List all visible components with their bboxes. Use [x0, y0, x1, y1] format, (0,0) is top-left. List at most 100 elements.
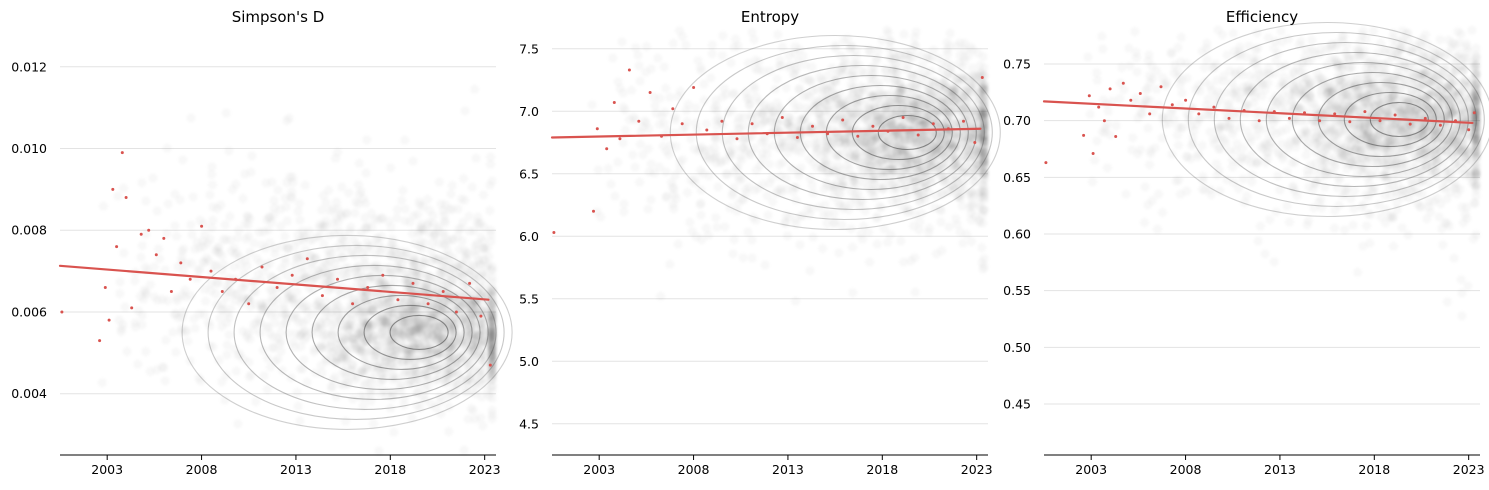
observation-point — [327, 331, 336, 340]
observation-point — [636, 77, 645, 86]
observation-point — [280, 232, 289, 241]
observation-point — [233, 233, 242, 242]
observation-point — [363, 222, 372, 231]
monthly-mean-point — [595, 127, 599, 131]
observation-point — [619, 207, 628, 216]
observation-point — [848, 288, 857, 297]
observation-point — [698, 169, 707, 178]
observation-point — [138, 311, 147, 320]
observation-point — [1389, 242, 1398, 251]
observation-point — [742, 189, 751, 198]
observation-point — [661, 84, 670, 93]
observation-point — [286, 192, 295, 201]
observation-point — [201, 297, 210, 306]
observation-point — [322, 318, 331, 327]
observation-point — [851, 52, 860, 61]
observation-point — [875, 82, 884, 91]
observation-point — [807, 62, 816, 71]
observation-point — [460, 196, 469, 205]
monthly-mean-point — [962, 119, 965, 123]
observation-point — [182, 327, 191, 336]
observation-point — [869, 137, 878, 146]
observation-point — [747, 236, 756, 245]
observation-point — [761, 260, 770, 269]
observation-point — [401, 205, 410, 214]
observation-point — [970, 178, 979, 187]
observation-point — [685, 218, 694, 227]
y-tick-label: 0.010 — [11, 141, 47, 156]
observation-point — [610, 192, 619, 201]
observation-point — [708, 40, 717, 49]
observation-point — [829, 103, 838, 112]
observation-point — [720, 222, 729, 231]
observation-point — [909, 221, 918, 230]
observation-point — [296, 342, 305, 351]
observation-point — [414, 340, 423, 349]
observation-point — [221, 235, 230, 244]
observation-point — [629, 113, 638, 122]
observation-point — [113, 192, 122, 201]
observation-point — [251, 287, 260, 296]
observation-point — [301, 181, 310, 190]
observation-point — [594, 165, 603, 174]
observation-point — [273, 186, 282, 195]
observation-point — [470, 85, 479, 94]
observation-point — [870, 63, 879, 72]
observation-point — [385, 251, 394, 260]
observation-point — [222, 282, 231, 291]
observation-point — [366, 397, 375, 406]
observation-point — [221, 371, 230, 380]
observation-point — [1438, 240, 1447, 249]
density-contour — [207, 244, 505, 420]
observation-point — [300, 303, 309, 312]
observation-point — [628, 150, 637, 159]
observation-point — [163, 144, 172, 153]
observation-point — [310, 347, 319, 356]
observation-point — [683, 188, 692, 197]
observation-point — [694, 56, 703, 65]
observation-point — [232, 367, 241, 376]
observation-point — [656, 292, 665, 301]
observation-point — [459, 174, 468, 183]
monthly-mean-point — [98, 339, 102, 343]
panel-efficiency: Efficiency 0.450.500.550.600.650.700.752… — [1003, 8, 1489, 477]
observation-point — [795, 240, 804, 249]
observation-point — [471, 154, 480, 163]
observation-point — [964, 82, 973, 91]
x-tick-label: 2013 — [280, 462, 312, 477]
observation-point — [444, 427, 453, 436]
observation-point — [849, 85, 858, 94]
observation-point — [225, 212, 234, 221]
x-tick-label: 2023 — [961, 462, 993, 477]
observation-point — [183, 337, 192, 346]
observation-point — [617, 37, 626, 46]
monthly-mean-point — [720, 119, 724, 123]
observation-point — [740, 121, 749, 130]
observation-point — [777, 138, 786, 147]
observation-point — [807, 77, 816, 86]
monthly-mean-point — [826, 132, 830, 136]
observation-point — [277, 320, 286, 329]
observation-point — [340, 352, 349, 361]
observation-point — [718, 31, 727, 40]
observation-point — [276, 222, 285, 231]
x-tick-label: 2018 — [374, 462, 406, 477]
observation-point — [667, 178, 676, 187]
observation-point — [178, 155, 187, 164]
trend-line — [550, 127, 982, 139]
observation-point — [138, 241, 147, 250]
observation-point — [1086, 110, 1095, 119]
observation-point — [215, 314, 224, 323]
monthly-mean-point — [220, 290, 224, 293]
observation-point — [659, 142, 668, 151]
observation-point — [764, 211, 773, 220]
observation-point — [331, 154, 340, 163]
observation-point — [631, 43, 640, 52]
observation-point — [910, 33, 919, 42]
observation-point — [429, 219, 438, 228]
observation-point — [257, 299, 266, 308]
observation-point — [976, 68, 985, 77]
observation-point — [640, 117, 649, 126]
observation-point — [195, 243, 204, 252]
y-tick-label: 0.006 — [11, 304, 47, 319]
